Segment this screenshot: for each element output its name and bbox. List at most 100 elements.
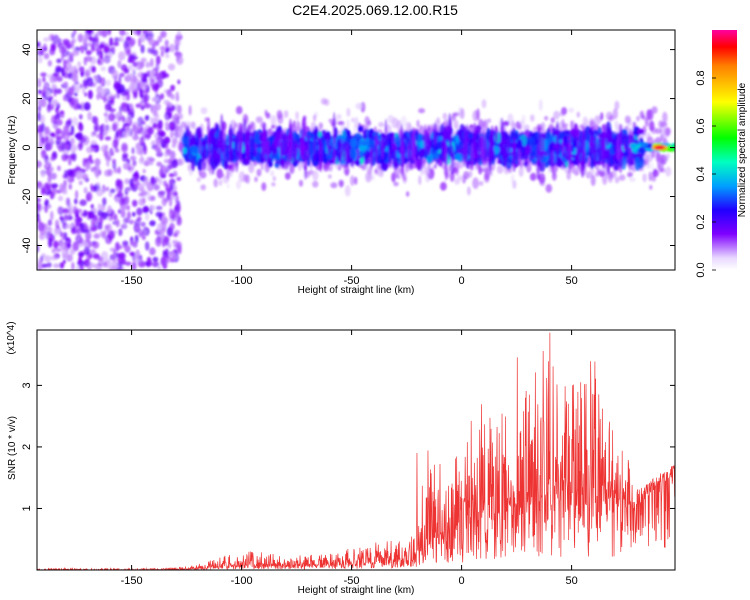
heatmap-cell <box>118 197 126 206</box>
heatmap-cell <box>487 145 492 169</box>
heatmap-cell <box>79 83 83 90</box>
heatmap-cell <box>319 135 322 166</box>
heatmap-cell <box>38 139 44 150</box>
heatmap-cell <box>37 160 42 168</box>
heatmap-cell <box>226 184 230 189</box>
heatmap-cell <box>449 170 455 182</box>
heatmap-cell <box>66 97 72 103</box>
colorbar-tick-label: 0.8 <box>695 70 707 85</box>
heatmap-cell <box>98 44 105 49</box>
heatmap-cell <box>173 172 178 177</box>
heatmap-cell <box>74 198 78 205</box>
heatmap-cell <box>523 124 530 132</box>
heatmap-cell <box>163 152 170 158</box>
heatmap-cell <box>120 223 128 230</box>
heatmap-cell <box>152 122 158 129</box>
heatmap-cell <box>165 183 170 191</box>
heatmap-cell <box>54 247 62 253</box>
heatmap-cell <box>37 244 40 253</box>
heatmap-cell <box>655 138 661 144</box>
heatmap-cell <box>367 167 372 176</box>
heatmap-cell <box>53 87 57 97</box>
heatmap-cell <box>144 261 150 266</box>
heatmap-cell <box>283 110 289 118</box>
heatmap-cell <box>143 160 150 167</box>
heatmap-cell <box>156 223 163 232</box>
heatmap-cell <box>610 170 617 179</box>
heatmap-cell <box>121 145 128 153</box>
heatmap-cell <box>78 255 82 265</box>
heatmap-cell <box>171 159 178 169</box>
heatmap-cell <box>507 136 511 157</box>
heatmap-cell <box>468 170 473 178</box>
heatmap-cell <box>169 178 176 186</box>
heatmap-cell <box>306 130 313 136</box>
heatmap-cell <box>103 55 111 64</box>
heatmap-cell <box>187 163 192 172</box>
heatmap-cell <box>37 78 42 88</box>
heatmap-cell <box>38 89 42 95</box>
heatmap-cell <box>227 164 233 169</box>
heatmap-cell <box>174 37 180 47</box>
heatmap-cell <box>59 231 63 237</box>
heatmap-cell <box>188 169 194 176</box>
chart-title: C2E4.2025.069.12.00.R15 <box>292 2 458 18</box>
colorbar-ticks: 0.00.20.40.60.8 <box>695 70 716 278</box>
heatmap-cell <box>660 168 666 173</box>
heatmap-cell <box>422 158 426 163</box>
heatmap-cell <box>589 117 595 126</box>
heatmap-cell <box>418 108 426 114</box>
heatmap-cell <box>144 213 150 221</box>
heatmap-cell <box>538 160 546 173</box>
heatmap-cell <box>171 104 176 111</box>
snr-panel: -150 -100 -50 0 50 123 Height of straight li… <box>6 321 676 596</box>
heatmap-cell <box>538 99 543 111</box>
heatmap-cell <box>42 76 46 83</box>
heatmap-cell <box>369 147 374 170</box>
heatmap-cell <box>651 175 657 182</box>
heatmap-cell <box>109 265 117 270</box>
heatmap-cell <box>43 52 50 60</box>
heatmap-cell <box>106 215 112 221</box>
heatmap-cell <box>160 230 165 240</box>
heatmap-cell <box>82 88 86 94</box>
heatmap-cell <box>61 153 69 162</box>
heatmap-cell <box>43 37 49 42</box>
heatmap-cell <box>132 199 138 207</box>
heatmap-cell <box>132 177 138 182</box>
snr-series-line <box>37 332 675 570</box>
heatmap-cell <box>110 99 114 105</box>
heatmap-cell <box>595 172 599 177</box>
heatmap-cell <box>94 169 100 177</box>
heatmap-cell <box>396 119 402 132</box>
heatmap-cell <box>152 261 160 268</box>
heatmap-cell <box>49 156 55 162</box>
heatmap-cell <box>79 137 87 143</box>
heatmap-cell <box>451 113 456 122</box>
heatmap-cell <box>105 103 113 111</box>
heatmap-cell <box>627 131 632 171</box>
heatmap-cell <box>150 205 156 211</box>
heatmap-cell <box>126 211 132 220</box>
heatmap-cell <box>87 111 92 121</box>
heatmap-cell <box>74 144 78 151</box>
heatmap-cell <box>49 74 55 84</box>
heatmap-cell <box>304 143 308 180</box>
heatmap-cell <box>66 169 74 177</box>
heatmap-cell <box>150 116 154 125</box>
heatmap-cell <box>44 199 49 207</box>
heatmap-cell <box>118 228 123 237</box>
heatmap-cell <box>131 147 135 155</box>
heatmap-cell <box>74 84 79 90</box>
heatmap-cell <box>580 154 585 178</box>
heatmap-cell <box>55 66 63 73</box>
heatmap-cell <box>76 265 80 270</box>
heatmap-cell <box>177 104 182 114</box>
heatmap-cell <box>614 100 620 110</box>
heatmap-cell <box>281 160 285 169</box>
heatmap-cell <box>62 189 68 195</box>
heatmap-cell <box>666 128 670 138</box>
heatmap-cell <box>318 131 322 138</box>
x-tick-label: 50 <box>565 575 577 587</box>
